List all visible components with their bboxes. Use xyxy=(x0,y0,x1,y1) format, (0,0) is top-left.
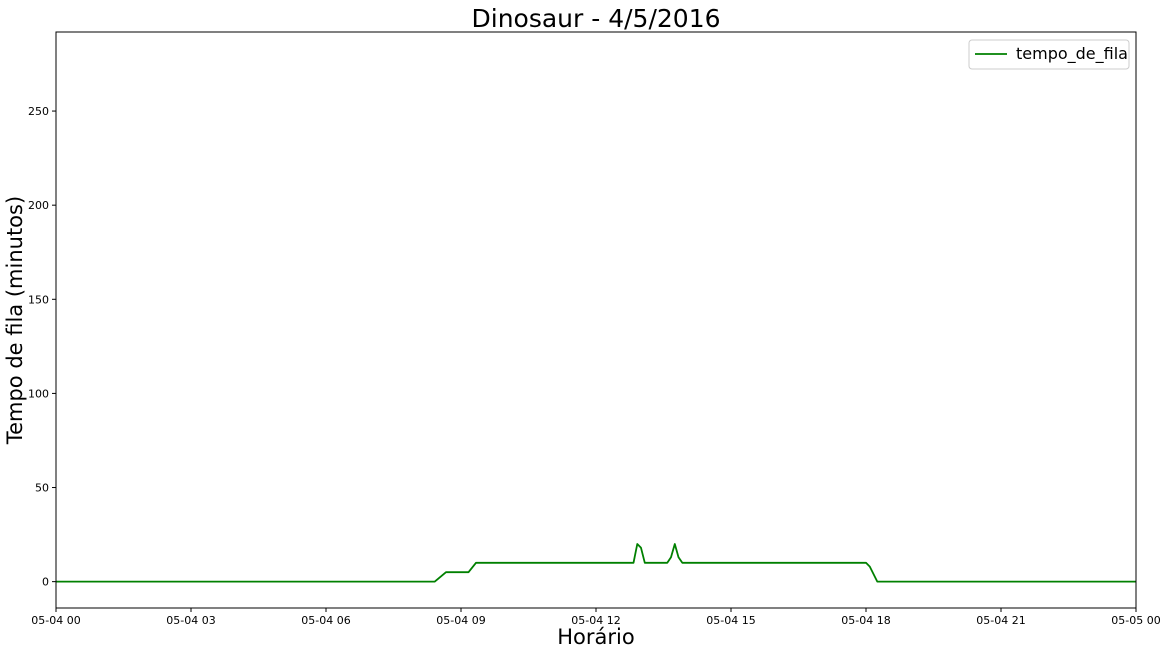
y-tick-label: 200 xyxy=(28,199,49,212)
x-axis-label: Horário xyxy=(557,625,634,649)
legend-box xyxy=(968,39,1130,70)
x-axis-ticks: 05-04 00 05-04 03 05-04 06 05-04 09 05-04 12… xyxy=(31,608,1161,627)
y-axis-label: Tempo de fila (minutos) xyxy=(3,196,27,445)
y-tick-label: 250 xyxy=(28,105,49,118)
x-tick-label: 05-04 09 xyxy=(436,614,485,627)
x-tick-label: 05-04 21 xyxy=(976,614,1025,627)
y-tick-label: 50 xyxy=(35,482,49,495)
y-axis-ticks: 0 50 100 150 200 250 xyxy=(28,105,56,589)
x-tick-label: 05-04 18 xyxy=(841,614,890,627)
x-tick-label: 05-04 06 xyxy=(301,614,350,627)
x-tick-label: 05-04 15 xyxy=(706,614,755,627)
y-tick-label: 0 xyxy=(42,576,49,589)
y-tick-label: 100 xyxy=(28,387,49,400)
series-line-tempo-de-fila xyxy=(56,543,1136,583)
x-tick-label: 05-04 03 xyxy=(166,614,215,627)
plot-frame xyxy=(55,31,1137,609)
x-tick-label: 05-04 12 xyxy=(571,614,620,627)
x-tick-label: 05-05 00 xyxy=(1111,614,1160,627)
legend-label-tempo-de-fila: tempo_de_fila xyxy=(1016,44,1128,64)
x-tick-label: 05-04 00 xyxy=(31,614,80,627)
series-layer xyxy=(56,543,1136,583)
legend: tempo_de_fila xyxy=(968,39,1130,70)
y-tick-label: 150 xyxy=(28,293,49,306)
chart-title: Dinosaur - 4/5/2016 xyxy=(472,4,721,33)
